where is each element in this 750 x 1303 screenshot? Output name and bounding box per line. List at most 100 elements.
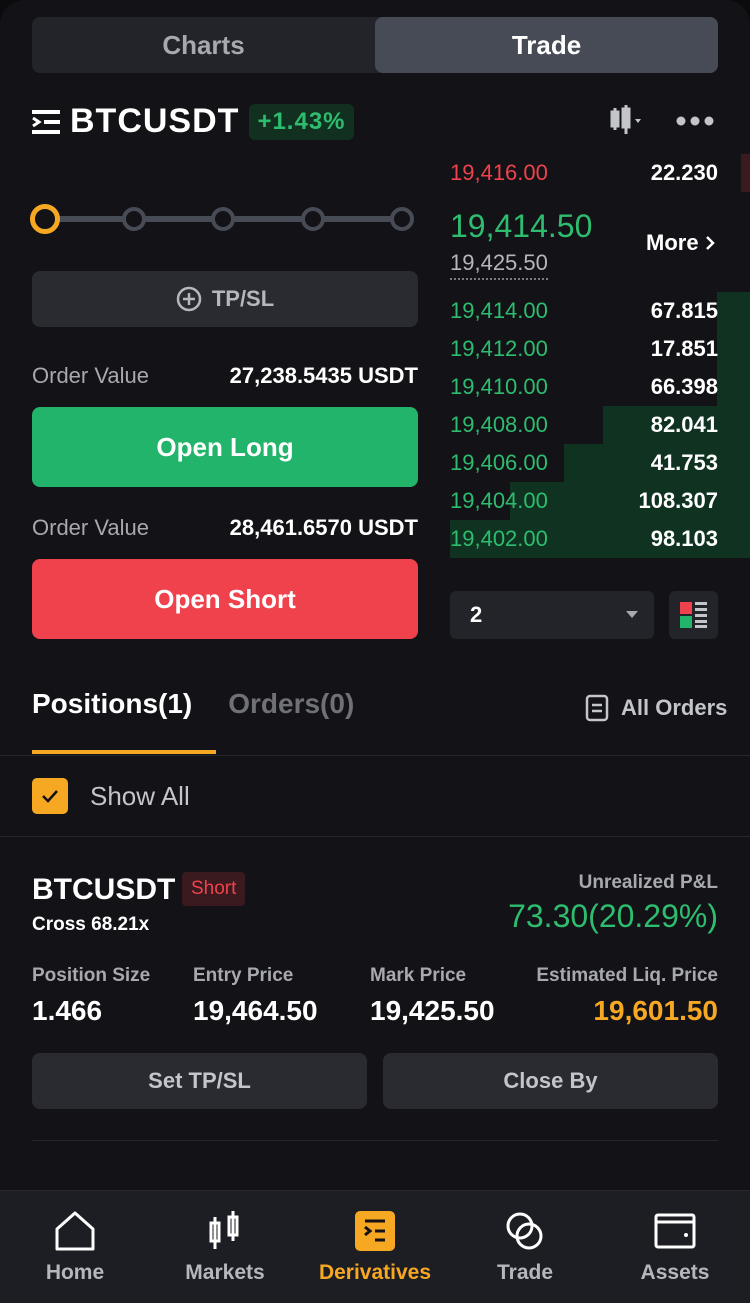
precision-value: 2 [470, 602, 483, 627]
margin-mode[interactable]: Cross 68.21x [32, 914, 150, 935]
position-mark-price: 19,425.50 [370, 995, 495, 1026]
nav-markets[interactable]: Markets [150, 1191, 300, 1303]
last-price: 19,414.50 [450, 208, 593, 244]
nav-assets[interactable]: Assets [600, 1191, 750, 1303]
long-order-value-label: Order Value [32, 363, 149, 388]
wallet-icon [654, 1213, 696, 1249]
nav-home[interactable]: Home [0, 1191, 150, 1303]
tab-trade[interactable]: Trade [375, 17, 718, 73]
derivatives-icon [355, 1211, 395, 1251]
open-short-button[interactable]: Open Short [32, 559, 418, 639]
bid-price: 19,408.00 [450, 412, 548, 437]
unrealized-pnl: 73.30(20.29%) [508, 898, 718, 934]
nav-label: Assets [640, 1261, 710, 1284]
bid-qty: 17.851 [650, 336, 718, 361]
bid-qty: 108.307 [638, 488, 718, 513]
nav-derivatives[interactable]: Derivatives [300, 1191, 450, 1303]
all-orders-link[interactable]: All Orders [585, 694, 727, 722]
depth-bar [564, 444, 750, 482]
ask-price: 19,416.00 [450, 160, 548, 185]
bottom-nav: Home Markets Derivatives Trade Assets [0, 1190, 750, 1303]
symbol-header: BTCUSDT +1.43% [32, 102, 354, 141]
trade-icon [506, 1212, 543, 1250]
side-badge: Short [182, 872, 246, 906]
bid-price: 19,412.00 [450, 336, 548, 361]
open-long-button[interactable]: Open Long [32, 407, 418, 487]
checkbox-checked-icon [32, 778, 68, 814]
position-size: 1.466 [32, 995, 103, 1026]
leverage-step[interactable] [30, 204, 60, 234]
bid-row[interactable]: 19,406.00 41.753 [450, 444, 750, 482]
leverage-slider[interactable] [30, 204, 414, 234]
more-link[interactable]: More [646, 230, 715, 256]
leverage-step[interactable] [121, 207, 146, 231]
bid-price: 19,402.00 [450, 526, 548, 551]
active-tab-indicator [32, 750, 216, 754]
leverage-step[interactable] [390, 207, 414, 231]
document-icon [585, 694, 609, 722]
bid-qty: 66.398 [650, 374, 718, 399]
orderbook-layout-button[interactable] [669, 591, 718, 639]
depth-bar [603, 406, 750, 444]
nav-label: Home [45, 1261, 105, 1284]
ask-qty: 22.230 [650, 160, 718, 185]
ask-row[interactable]: 19,416.00 22.230 [450, 154, 750, 192]
home-icon [55, 1211, 95, 1251]
nav-label: Markets [185, 1261, 265, 1284]
bid-row[interactable]: 19,410.00 66.398 [450, 368, 750, 406]
tab-positions[interactable]: Positions(1) [32, 688, 193, 719]
bid-row[interactable]: 19,402.00 98.103 [450, 520, 750, 558]
leverage-step[interactable] [211, 207, 235, 231]
short-order-value: 28,461.6570 USDT [229, 515, 418, 540]
tpsl-button[interactable]: TP/SL [32, 271, 418, 327]
mark-price[interactable]: 19,425.50 [450, 250, 548, 280]
bid-price: 19,406.00 [450, 450, 548, 475]
depth-bar [510, 482, 750, 520]
all-orders-label: All Orders [621, 695, 728, 720]
tab-orders[interactable]: Orders(0) [228, 688, 355, 719]
bid-row[interactable]: 19,408.00 82.041 [450, 406, 750, 444]
symbol-name[interactable]: BTCUSDT [70, 102, 240, 140]
entry-price: 19,464.50 [193, 995, 318, 1026]
menu-icon[interactable] [32, 109, 60, 135]
entry-price-label: Entry Price [193, 965, 294, 986]
more-label: More [646, 230, 699, 255]
bid-row[interactable]: 19,404.00 108.307 [450, 482, 750, 520]
tpsl-label: TP/SL [211, 286, 275, 311]
bid-row[interactable]: 19,414.00 67.815 [450, 292, 750, 330]
divider [0, 836, 750, 837]
nav-label: Trade [496, 1261, 554, 1284]
view-tabs: Charts Trade [32, 17, 718, 73]
divider [0, 755, 750, 756]
precision-select[interactable]: 2 [450, 591, 654, 639]
more-icon[interactable] [676, 116, 714, 126]
positions-tabs: Positions(1) Orders(0) [32, 688, 354, 720]
liq-price-label: Estimated Liq. Price [536, 965, 718, 986]
tab-charts[interactable]: Charts [162, 29, 245, 60]
bid-price: 19,414.00 [450, 298, 548, 323]
mark-price-label: Mark Price [370, 965, 467, 986]
divider [32, 1140, 718, 1141]
close-by-button[interactable]: Close By [383, 1053, 718, 1109]
orderbook-layout-icon [680, 602, 707, 628]
depth-bar [717, 292, 750, 330]
bid-row[interactable]: 19,412.00 17.851 [450, 330, 750, 368]
position-size-label: Position Size [32, 965, 151, 986]
nav-trade[interactable]: Trade [450, 1191, 600, 1303]
bid-qty: 41.753 [650, 450, 718, 475]
position-symbol[interactable]: BTCUSDT [32, 873, 176, 906]
show-all-label: Show All [90, 780, 190, 811]
depth-bar [741, 154, 750, 192]
liq-price: 19,601.50 [593, 995, 718, 1026]
short-order-value-label: Order Value [32, 515, 149, 540]
bid-qty: 98.103 [650, 526, 718, 551]
set-tpsl-button[interactable]: Set TP/SL [32, 1053, 367, 1109]
depth-bar [450, 520, 750, 558]
plus-circle-icon [176, 286, 202, 312]
candlestick-dropdown-icon[interactable] [610, 104, 646, 136]
show-all-checkbox[interactable]: Show All [32, 778, 190, 814]
leverage-step[interactable] [300, 207, 325, 231]
depth-bar [717, 368, 750, 406]
caret-down-icon [626, 611, 638, 618]
